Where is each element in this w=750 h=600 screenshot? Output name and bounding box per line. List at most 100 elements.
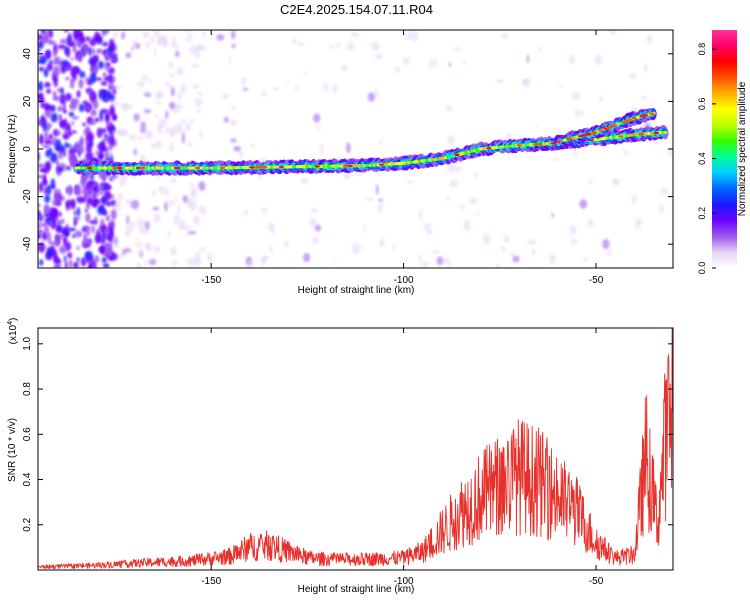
heatmap-cell	[50, 178, 56, 189]
heatmap-cell	[134, 242, 143, 248]
heatmap-cell	[100, 81, 108, 86]
heatmap-cell	[63, 255, 67, 263]
heatmap-cell	[260, 91, 268, 97]
heatmap-cell	[140, 121, 146, 129]
heatmap-cell	[148, 258, 157, 266]
heatmap-cell	[73, 210, 77, 216]
heatmap-cell	[448, 261, 452, 268]
heatmap-cell	[80, 178, 87, 188]
heatmap-cell	[472, 126, 480, 137]
heatmap-cell	[135, 166, 141, 170]
heatmap-cell	[173, 214, 181, 225]
heatmap-cell	[71, 121, 75, 125]
heatmap-cell	[63, 30, 69, 33]
heatmap-cell	[668, 146, 673, 157]
heatmap-cell	[67, 252, 73, 259]
heatmap-cell	[188, 200, 197, 211]
heatmap-cell	[549, 253, 556, 264]
heatmap-cell	[598, 95, 604, 103]
heatmap-cell	[97, 149, 104, 161]
heatmap-cell	[70, 57, 74, 61]
heatmap-cell	[527, 239, 536, 245]
heatmap-cell	[402, 57, 411, 66]
snr-x-axis-label: Height of straight line (km)	[298, 584, 415, 595]
heatmap-cell	[152, 133, 157, 140]
heatmap-cell	[631, 194, 637, 205]
heatmap-cell	[303, 70, 307, 75]
heatmap-cell	[392, 243, 396, 251]
heatmap-cell	[145, 44, 150, 50]
heatmap-cell	[110, 126, 115, 131]
heatmap-cell	[103, 133, 108, 139]
heatmap-cell	[87, 166, 93, 170]
heatmap-cell	[198, 181, 206, 192]
heatmap-cell	[156, 176, 160, 181]
heatmap-cell	[100, 89, 107, 95]
heatmap-cell	[78, 78, 84, 89]
heatmap-cell	[180, 119, 187, 124]
heatmap-cell	[567, 137, 573, 141]
heatmap-cell	[594, 54, 602, 65]
heatmap-cell	[67, 184, 73, 196]
heatmap-cell	[231, 105, 237, 111]
heatmap-cell	[463, 59, 466, 66]
heatmap-cell	[44, 187, 47, 195]
heatmap-cell	[602, 238, 610, 250]
heatmap-cell	[460, 204, 466, 210]
heatmap-cell	[75, 41, 84, 46]
heatmap-cell	[175, 50, 180, 58]
heatmap-cell	[186, 228, 190, 237]
heatmap-cell	[76, 90, 81, 98]
heatmap-cell	[569, 54, 575, 65]
heatmap-cell	[52, 199, 56, 206]
heatmap-cell	[495, 78, 504, 84]
heatmap-cell	[137, 262, 141, 268]
heatmap-cell	[90, 180, 97, 186]
heatmap-cell	[269, 245, 273, 253]
heatmap-cell	[68, 148, 77, 154]
heatmap-cell	[447, 135, 455, 145]
heatmap-cell	[629, 72, 637, 80]
heatmap-cell	[294, 86, 299, 91]
heatmap-cell	[572, 146, 577, 157]
heatmap-cell	[108, 67, 115, 74]
colorbar: 0.0 0.2 0.4 0.6 0.8 Normalized spectral ampl…	[697, 30, 748, 274]
heatmap-cell	[553, 157, 560, 161]
heatmap-cell	[64, 261, 68, 268]
heatmap-cell	[261, 256, 268, 262]
heatmap-cell	[178, 225, 187, 230]
heatmap-cell	[409, 196, 417, 205]
heatmap-cell	[131, 39, 138, 48]
heatmap-cell	[310, 208, 319, 213]
heatmap-cell	[39, 40, 44, 45]
heatmap-cell	[94, 34, 102, 42]
heatmap-cell	[170, 177, 176, 185]
heatmap-cell	[85, 212, 91, 223]
heatmap-cell	[38, 233, 43, 239]
heatmap-cell	[104, 228, 109, 237]
heatmap-cell	[73, 46, 76, 52]
heatmap-cell	[181, 133, 186, 144]
heatmap-cell	[126, 198, 133, 205]
heatmap-cell	[571, 92, 581, 100]
heatmap-cell	[95, 150, 98, 156]
heatmap-cell	[63, 232, 71, 236]
spectrogram-heatmap	[38, 30, 673, 268]
heatmap-cell	[89, 220, 97, 225]
heatmap-cell	[423, 223, 432, 231]
heatmap-cell	[88, 57, 96, 66]
heatmap-cell	[162, 220, 167, 228]
heatmap-cell	[110, 98, 114, 103]
heatmap-cell	[110, 230, 114, 238]
heatmap-cell	[407, 74, 416, 84]
heatmap-cell	[168, 61, 174, 69]
heatmap-cell	[360, 244, 364, 249]
heatmap-cell	[82, 43, 89, 55]
heatmap-cell	[185, 37, 190, 43]
snr-ticks: -150 -100 -50 0.2 0.4 0.6 0.8 1.0	[22, 328, 673, 587]
heatmap-cell	[112, 88, 117, 94]
heatmap-cell	[40, 30, 46, 35]
heatmap-cell	[314, 224, 321, 232]
heatmap-cell	[559, 84, 563, 88]
heatmap-cell	[612, 124, 618, 127]
